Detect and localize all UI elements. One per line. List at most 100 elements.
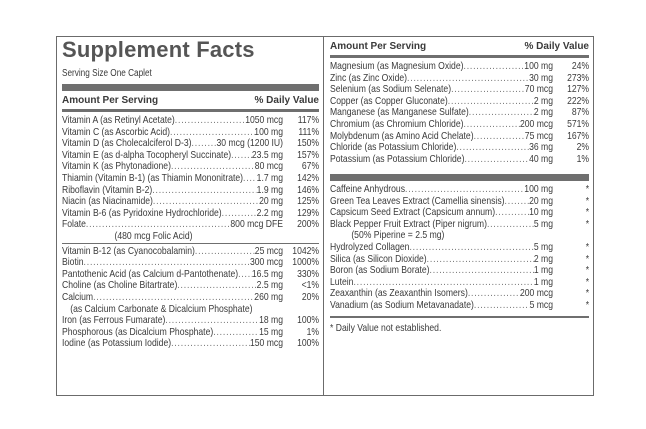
nutrient-amount: 16.5 mg [251,268,284,280]
leader-dots [243,173,257,185]
nutrient-row: Boron (as Sodium Borate) 1 mg * [330,265,589,277]
nutrient-row: Hydrolyzed Collagen 5 mg * [330,242,589,254]
nutrient-row: Manganese (as Manganese Sulfate) 2 mg 87% [330,107,589,119]
nutrient-row: Vitamin A (as Retinyl Acetate) 1050 mcg 11… [62,115,319,127]
daily-value-percent: 330% [297,268,319,280]
nutrient-amount: 20 mg [259,196,284,208]
nutrient-amount: 1 mg [533,265,554,277]
nutrient-amount: 23.5 mg [251,149,284,161]
nutrient-amount: 1.7 mg [256,172,284,184]
nutrient-row: Calcium 260 mg 20% [62,292,319,304]
nutrient-amount: 2.5 mg [256,280,284,292]
footnote-rule [330,316,589,318]
daily-value-percent: * [585,253,589,265]
leader-dots [469,107,534,119]
daily-value-percent: 142% [297,172,319,184]
nutrient-row: Niacin (as Niacinamide) 20 mg 125% [62,196,319,208]
nutrient-row: Choline (as Choline Bitartrate) 2.5 mg <1% [62,280,319,292]
daily-value-percent: 20% [301,291,319,303]
nutrient-amount: 1.9 mg [256,184,284,196]
daily-value-percent: <1% [301,280,319,292]
leader-dots [505,196,530,208]
supplement-facts-panel: Supplement Facts Serving Size One Caplet… [56,36,594,396]
nutrient-row: Vanadium (as Sodium Metavanadate) 5 mcg * [330,300,589,312]
footnote: * Daily Value not established. [330,322,442,334]
nutrient-name: Vitamin B-12 (as Cyanocobalamin) [62,245,195,257]
leader-dots [451,84,525,96]
nutrient-row: Black Pepper Fruit Extract (Piper nigrum… [330,219,589,231]
nutrient-name: Green Tea Leaves Extract (Camellia sinen… [330,195,505,207]
daily-value-percent: 67% [301,161,319,173]
leader-dots [474,131,525,143]
nutrient-row: Chromium (as Chromium Chloride) 200 mcg 57… [330,119,589,131]
daily-value-percent: 100% [297,338,319,350]
nutrient-amount: 100 mg [524,184,554,195]
nutrient-amount: 5 mg [533,241,554,253]
nutrient-amount: 80 mcg [254,161,284,173]
daily-value-percent: 125% [297,196,319,208]
daily-value-percent: 100% [297,315,319,327]
leader-dots [153,196,259,208]
nutrient-name: Selenium (as Sodium Selenate) [330,84,452,96]
thick-rule-right [330,174,589,181]
nutrient-row: (480 mcg Folic Acid) [62,231,319,244]
nutrient-name: Silica (as Silicon Dioxide) [330,253,427,265]
leader-dots [468,288,520,300]
nutrient-name: Chloride (as Potassium Chloride) [330,142,457,154]
nutrient-row: Magnesium (as Magnesium Oxide) 100 mg 24% [330,61,589,73]
nutrient-amount: 20 mg [529,195,554,207]
daily-value-percent: 167% [567,130,589,142]
nutrient-amount: 5 mg [533,218,554,230]
nutrient-amount: 30 mcg (1200 IU) [216,138,284,150]
nutrient-amount: 200 mcg [519,288,554,300]
left-nutrient-list: Vitamin A (as Retinyl Acetate) 1050 mcg 11… [62,115,319,350]
leader-dots [171,161,255,173]
nutrient-name: Niacin (as Niacinamide) [62,196,153,208]
mineral-list: Magnesium (as Magnesium Oxide)100 mg24%Z… [330,61,589,165]
nutrient-row: Zeaxanthin (as Zeaxanthin Isomers) 200 mc… [330,288,589,300]
nutrient-name: Vitamin K (as Phytonadione) [62,161,171,173]
nutrient-amount: 1050 mcg [245,115,284,126]
nutrient-row: Molybdenum (as Amino Acid Chelate) 75 mcg… [330,131,589,143]
nutrient-row: Vitamin B-6 (as Pyridoxine Hydrochloride… [62,208,319,220]
leader-dots [464,61,525,73]
nutrient-amount: 5 mcg [529,299,554,311]
nutrient-name: Calcium [62,291,94,303]
nutrient-row: Green Tea Leaves Extract (Camellia sinen… [330,196,589,208]
nutrient-name: Iron (as Ferrous Fumarate) [62,315,166,327]
nutrient-name: Molybdenum (as Amino Acid Chelate) [330,130,474,142]
nutrient-amount: 2 mg [533,95,554,107]
nutrient-name: (as Calcium Carbonate & Dicalcium Phosph… [70,303,253,315]
nutrient-name: Zeaxanthin (as Zeaxanthin Isomers) [330,288,468,300]
medium-rule [62,109,319,112]
leader-dots [456,142,529,154]
nutrient-name: Vitamin C (as Ascorbic Acid) [62,126,170,138]
daily-value-percent: 146% [297,184,319,196]
leader-dots [464,154,529,166]
leader-dots [409,242,533,254]
leader-dots [175,115,245,127]
nutrient-amount: 100 mg [524,61,554,72]
nutrient-row: Caffeine Anhydrous 100 mg * [330,184,589,196]
nutrient-amount: 36 mg [529,142,554,154]
nutrient-row: Riboflavin (Vitamin B-2) 1.9 mg 146% [62,185,319,197]
nutrient-name: Choline (as Choline Bitartrate) [62,280,178,292]
nutrient-amount: 800 mcg DFE [230,219,284,231]
daily-value-label: % Daily Value [254,95,319,106]
nutrient-row: Pantothenic Acid (as Calcium d-Pantothen… [62,269,319,281]
nutrient-name: Manganese (as Manganese Sulfate) [330,107,469,119]
leader-dots [430,265,534,277]
serving-size: Serving Size One Caplet [62,68,152,79]
daily-value-percent: * [585,195,589,207]
nutrient-amount: 300 mcg [249,257,284,269]
daily-value-percent: 273% [567,72,589,84]
nutrient-name: Zinc (as Zinc Oxide) [330,72,408,84]
leader-dots [93,292,254,304]
daily-value-percent: 1000% [292,257,319,269]
nutrient-name: Folate [62,219,86,231]
nutrient-row: (as Calcium Carbonate & Dicalcium Phosph… [62,304,319,316]
nutrient-name: Vitamin A (as Retinyl Acetate) [62,115,175,126]
daily-value-percent: 157% [297,149,319,161]
nutrient-row: Vitamin D (as Cholecalciferol D-3) 30 mcg… [62,138,319,150]
daily-value-percent: * [585,207,589,219]
